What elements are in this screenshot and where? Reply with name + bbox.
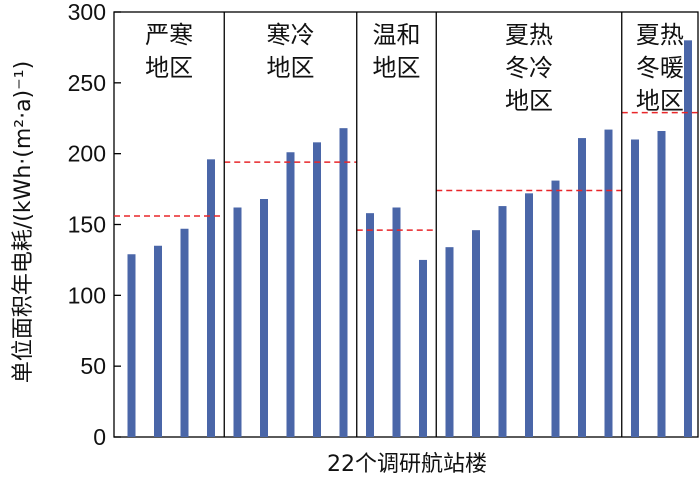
bar: [339, 128, 348, 437]
region-label-line: 地区: [267, 54, 315, 82]
region-label-line: 夏热: [636, 21, 684, 49]
region-label-line: 寒冷: [267, 21, 315, 49]
bar: [286, 152, 295, 437]
bar: [684, 40, 692, 437]
bars: [127, 40, 692, 438]
region-label-line: 地区: [505, 87, 553, 115]
bar: [207, 159, 215, 438]
bar: [578, 138, 586, 438]
region-label-line: 冬暖: [636, 54, 684, 82]
region-label: 夏热冬暖地区: [636, 21, 684, 115]
bar: [472, 230, 480, 437]
y-tick-label: 250: [68, 70, 106, 96]
bar: [313, 142, 321, 438]
bar: [419, 259, 427, 437]
bar: [551, 180, 560, 438]
region-label-line: 冬冷: [505, 54, 553, 82]
average-lines: [114, 111, 698, 231]
bar: [525, 193, 533, 437]
y-tick-label: 150: [68, 212, 106, 238]
bar: [498, 206, 507, 437]
y-axis-title: 单位面积年电耗/(kWh·(m²·a)⁻¹): [11, 61, 36, 383]
bar: [631, 139, 639, 437]
region-label-line: 严寒: [145, 21, 193, 49]
region-label: 夏热冬冷地区: [505, 21, 553, 115]
bar: [180, 228, 189, 437]
region-separators: [223, 12, 623, 437]
region-label: 严寒地区: [145, 21, 193, 82]
region-label-line: 地区: [373, 54, 421, 82]
y-tick-label: 200: [68, 141, 106, 167]
region-label-line: 夏热: [505, 21, 553, 49]
region-label-line: 地区: [145, 54, 193, 82]
region-label-line: 温和: [373, 21, 421, 49]
bar: [657, 131, 666, 437]
region-label: 温和地区: [373, 21, 421, 82]
bar: [233, 207, 242, 437]
y-tick-label: 0: [93, 424, 106, 450]
bar: [127, 254, 136, 437]
bar: [604, 129, 613, 438]
bar: [154, 245, 162, 437]
bar: [260, 199, 268, 437]
y-tick-label: 50: [80, 353, 106, 379]
y-tick-label: 300: [68, 0, 106, 25]
y-axis: 0 50 100 150 200 250 300: [68, 0, 121, 450]
y-tick-label: 100: [68, 282, 106, 308]
x-axis-title: 22个调研航站楼: [327, 452, 487, 477]
region-label-line: 地区: [636, 87, 684, 115]
region-label: 寒冷地区: [267, 21, 315, 82]
bar: [445, 247, 454, 437]
bar: [366, 213, 374, 437]
bar: [392, 207, 401, 437]
